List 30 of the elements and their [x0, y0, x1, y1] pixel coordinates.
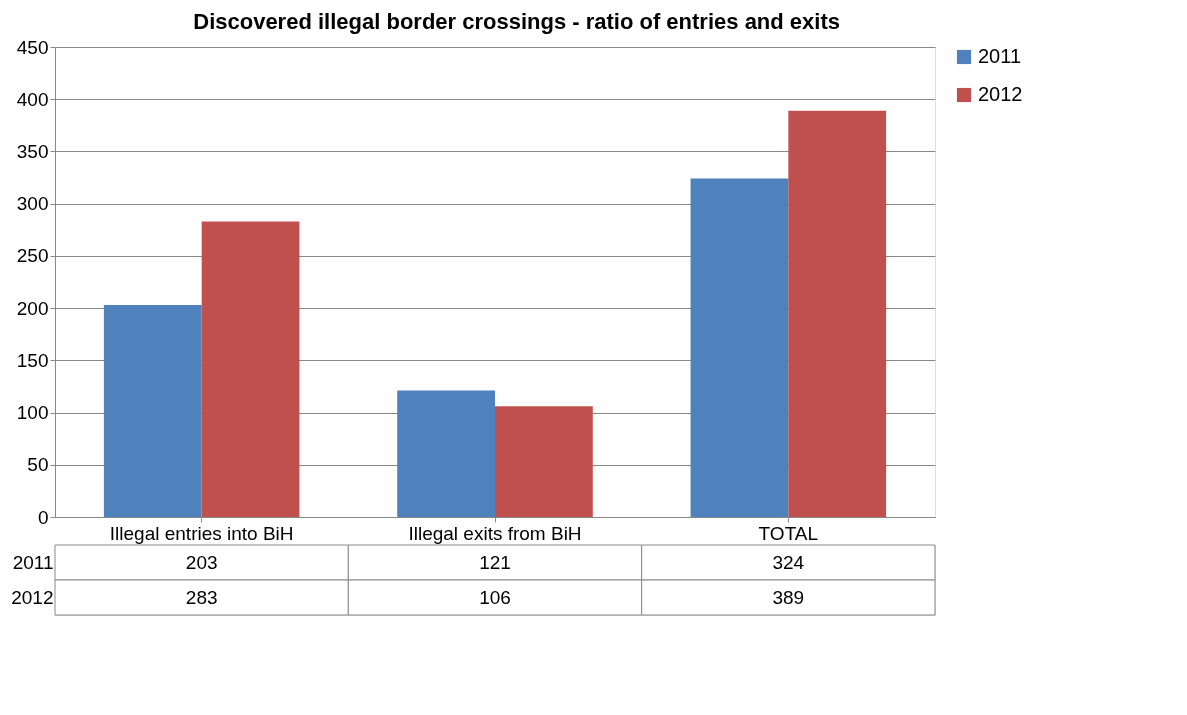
y-tick-label: 50	[27, 454, 49, 476]
x-tick-label: Illegal exits from BiH	[408, 522, 582, 544]
data-label: 389	[772, 586, 805, 608]
x-tick-label: TOTAL	[758, 522, 819, 544]
y-tick-label: 200	[16, 297, 49, 319]
y-tick-label: 450	[16, 36, 49, 58]
bar	[397, 390, 495, 517]
text: 2011	[12, 551, 54, 573]
y-tick-label: 350	[16, 140, 49, 162]
x-tick-label: Illegal entries into BiH	[109, 522, 294, 544]
data-label: 121	[479, 551, 511, 573]
y-tick-label: 150	[16, 349, 49, 371]
data-label: 324	[772, 551, 805, 573]
bar	[690, 178, 789, 517]
data-label: 203	[185, 551, 218, 573]
data-label: 283	[185, 586, 218, 608]
bar	[788, 110, 887, 517]
legend-label: 2012	[978, 83, 1023, 105]
y-tick-label: 300	[16, 193, 49, 215]
legend-label: 2011	[978, 45, 1022, 67]
chart-title: Discovered illegal border crossings - ratio of entries and exits	[193, 8, 840, 34]
bar	[103, 304, 202, 517]
data-label: 106	[479, 586, 511, 608]
bar	[201, 221, 300, 517]
y-tick-label: 100	[16, 402, 49, 424]
bar	[495, 406, 593, 517]
y-tick-label: 400	[16, 88, 49, 110]
y-tick-label: 250	[16, 245, 49, 267]
y-tick-label: 0	[37, 506, 49, 528]
text: 2012	[11, 586, 54, 608]
